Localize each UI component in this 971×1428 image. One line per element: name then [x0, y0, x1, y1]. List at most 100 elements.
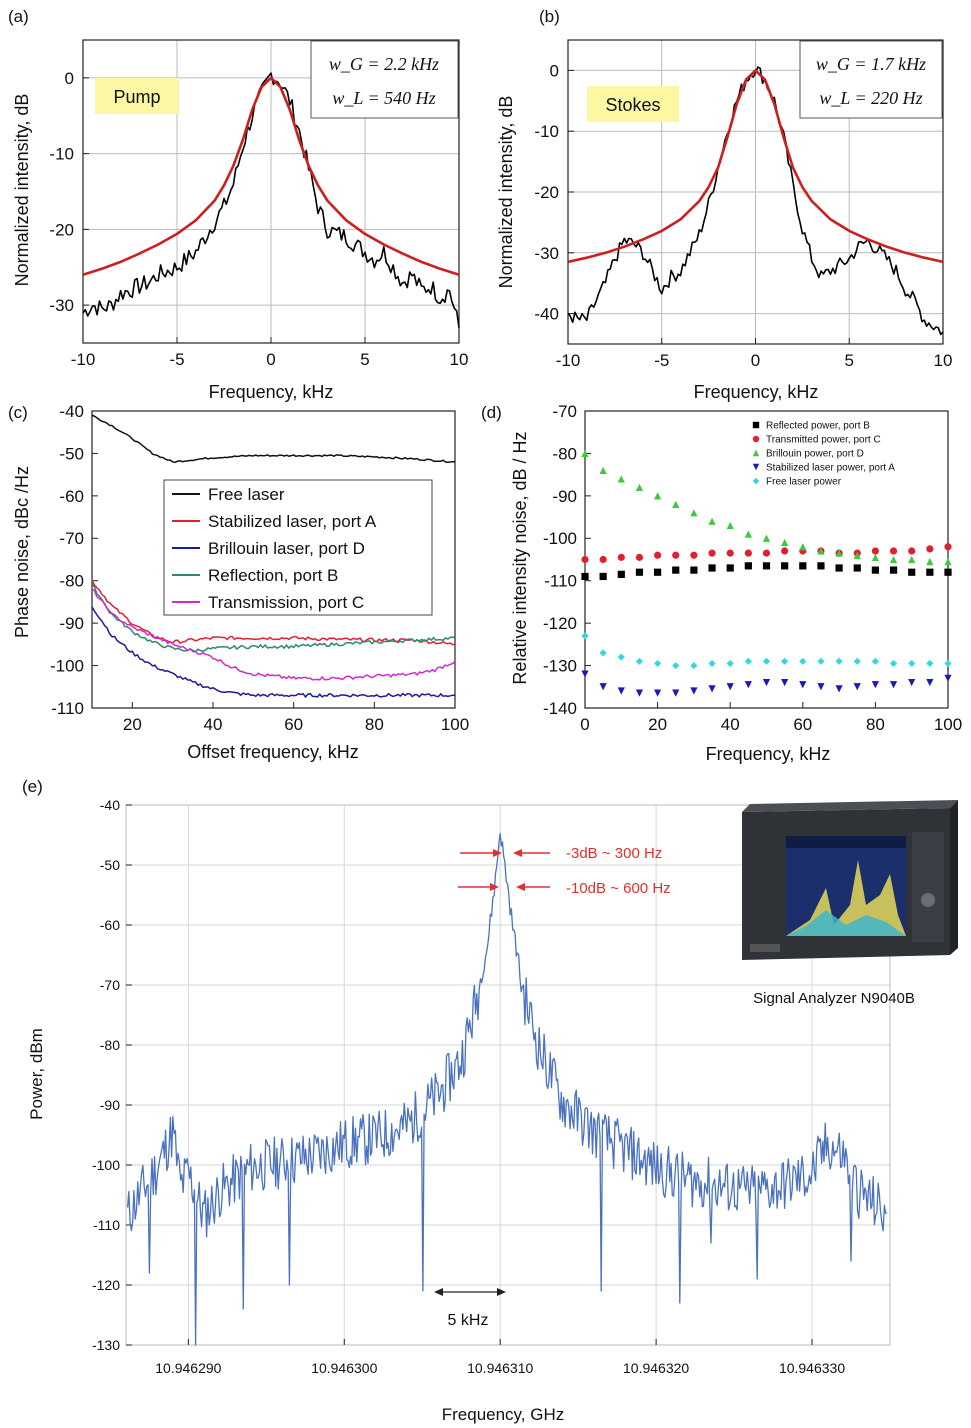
scatter-point: [599, 466, 607, 474]
x-tick-label: 10.946330: [779, 1360, 845, 1376]
scatter-point: [690, 661, 698, 670]
series-line: [91, 588, 456, 681]
scatter-point: [889, 659, 898, 668]
scatter-point: [799, 681, 807, 689]
tag-stokes: Stokes: [605, 95, 660, 115]
scatter-point: [781, 538, 789, 547]
annotation-10db: -10dB ~ 600 Hz: [458, 880, 671, 897]
scatter-point: [799, 562, 807, 570]
scatter-point: [871, 547, 880, 555]
scatter-point: [744, 562, 752, 570]
scatter-point: [871, 566, 879, 574]
fit-param-wl-a: w_L = 540 Hz: [332, 88, 435, 108]
y-tick-label: -70: [100, 977, 120, 993]
fit-param-wg-b: w_G = 1.7 kHz: [816, 54, 926, 74]
y-tick-label: -40: [534, 305, 559, 324]
legend-label: Free laser power: [766, 477, 842, 488]
scatter-point: [726, 659, 734, 668]
scatter-point: [835, 685, 843, 693]
y-tick-label: -120: [543, 614, 577, 633]
scatter-point: [908, 568, 916, 576]
scatter-point: [944, 558, 952, 566]
fit-params-box-a: [310, 40, 459, 119]
y-tick-label: 0: [550, 61, 559, 80]
annotation-5khz: 5 kHz: [434, 1288, 506, 1329]
series-line-fit: [567, 69, 944, 264]
series-line-measured: [567, 66, 944, 336]
y-tick-label: -40: [100, 797, 120, 813]
scatter-point: [672, 689, 680, 697]
y-tick-label: -100: [92, 1157, 120, 1173]
y-tick-label: -140: [543, 699, 577, 718]
scatter-point: [654, 689, 662, 697]
x-tick-label: 60: [284, 715, 303, 734]
scatter-point: [726, 549, 734, 557]
scatter-point: [708, 517, 716, 525]
y-tick-label: -90: [552, 487, 577, 506]
scatter-point: [726, 564, 734, 572]
series-a: [82, 72, 460, 329]
scatter-point: [752, 449, 760, 457]
scatter-point: [744, 530, 752, 538]
legend-label: Transmission, port C: [208, 593, 364, 612]
scatter-point: [617, 687, 625, 695]
y-tick-label: -100: [543, 529, 577, 548]
tick-labels-c: 20 40 60 80 100 -110 -100 -90 -80 -70 -60 -50 -40: [50, 402, 469, 734]
annotation-10db-text: -10dB ~ 600 Hz: [566, 880, 671, 897]
x-tick-label: 0: [751, 351, 760, 370]
scatter-point: [635, 553, 644, 561]
scatter-point: [908, 659, 916, 668]
y-tick-label: -50: [100, 857, 120, 873]
scatter-point: [617, 653, 625, 661]
scatter-point: [926, 545, 934, 553]
tick-labels-e: 10.946290 10.946300 10.946310 10.946320 10.9…: [92, 797, 845, 1376]
x-tick-label: 10.946320: [623, 1360, 689, 1376]
scatter-point: [926, 678, 934, 687]
scatter-point: [799, 543, 807, 551]
scatter-point: [744, 681, 752, 689]
annotation-3db: -3dB ~ 300 Hz: [460, 845, 662, 862]
scatter-point: [944, 659, 952, 668]
y-tick-label: -110: [544, 572, 577, 591]
y-tick-label: -10: [534, 122, 559, 141]
x-tick-label: 80: [866, 715, 885, 734]
scatter-point: [581, 632, 589, 640]
scatter-point: [690, 509, 698, 517]
legend-box-c: [163, 479, 433, 616]
scatter-point: [617, 570, 625, 578]
fit-param-wg-a: w_G = 2.2 kHz: [329, 54, 439, 74]
scatter-point: [690, 566, 698, 574]
legend-label: Reflection, port B: [208, 566, 338, 585]
series-line: [91, 606, 456, 699]
scatter-point: [944, 674, 952, 682]
scatter-point: [744, 549, 752, 557]
scatter-point: [799, 657, 807, 665]
scatter-point: [889, 547, 898, 555]
scatter-point: [926, 659, 934, 668]
scatter-point: [690, 551, 698, 559]
legend-d: Reflected power, port B Transmitted power…: [752, 421, 895, 488]
scatter-point: [617, 553, 625, 561]
panel-b: (b) -10 -5 0 5 10 -40 -30 -20 -10 0 Stokes w_G = …: [496, 7, 952, 402]
x-tick-label: -5: [654, 351, 669, 370]
scatter-point: [853, 683, 861, 691]
scatter-point: [672, 661, 680, 670]
series-line-measured: [82, 72, 460, 329]
x-tick-label: 60: [793, 715, 812, 734]
scatter-point: [817, 657, 825, 665]
panel-c: (c) 20 40 60 80 100 -110 -100 -90 -80 -70 -60 -50 -4…: [8, 402, 469, 762]
panel-label-d: (d): [481, 403, 502, 422]
scatter-point: [926, 558, 934, 566]
scatter-point: [581, 572, 589, 581]
tick-labels-d: 0 20 40 60 80 100 -140 -130 -120 -110 -100 -90 -80 -7…: [543, 402, 962, 734]
y-tick-label: -130: [92, 1337, 120, 1353]
annotation-5khz-text: 5 kHz: [448, 1312, 489, 1329]
x-tick-label: 0: [266, 350, 275, 369]
scatter-point: [581, 555, 589, 564]
scatter-point: [817, 562, 825, 570]
y-tick-label: -30: [49, 296, 74, 315]
y-tick-label: -90: [59, 614, 84, 633]
scatter-point: [752, 421, 760, 429]
scatter-point: [752, 463, 760, 471]
scatter-point: [708, 564, 716, 572]
